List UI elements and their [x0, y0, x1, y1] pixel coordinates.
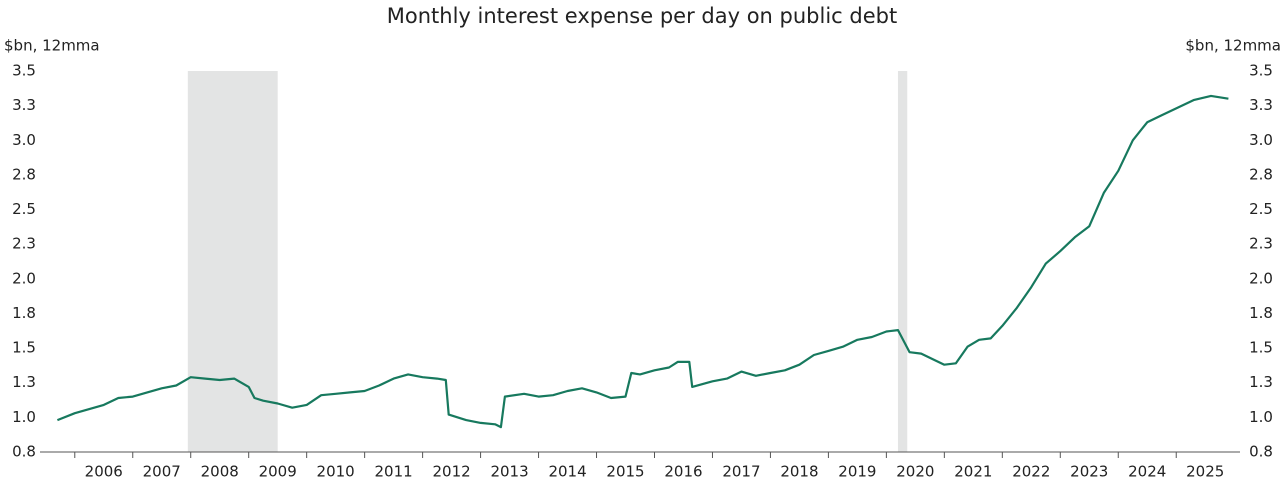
y-tick-label: 1.0: [12, 408, 36, 426]
x-tick-label: 2020: [896, 463, 934, 481]
chart-title: Monthly interest expense per day on publ…: [387, 4, 897, 28]
recession-band: [187, 71, 278, 452]
y2-axis-label: $bn, 12mma: [1185, 37, 1281, 55]
x-tick-label: 2011: [375, 463, 413, 481]
y2-tick-label: 2.3: [1249, 235, 1273, 253]
x-tick-label: 2008: [201, 463, 239, 481]
y2-tick-label: 2.8: [1249, 165, 1273, 183]
x-tick-label: 2021: [954, 463, 992, 481]
x-tick-label: 2017: [722, 463, 760, 481]
y2-tick-label: 3.0: [1249, 131, 1273, 149]
x-tick-label: 2018: [780, 463, 818, 481]
y2-tick-label: 2.5: [1249, 200, 1273, 218]
y2-tick-label: 1.3: [1249, 373, 1273, 391]
x-tick-label: 2015: [606, 463, 644, 481]
y-axis-label: $bn, 12mma: [4, 37, 100, 55]
y-tick-label: 2.8: [12, 165, 36, 183]
y2-tick-label: 1.5: [1249, 339, 1273, 357]
y2-tick-label: 1.0: [1249, 408, 1273, 426]
data-line: [56, 94, 1229, 429]
x-tick-label: 2025: [1186, 463, 1224, 481]
x-tick-label: 2006: [85, 463, 123, 481]
x-tick-label: 2016: [664, 463, 702, 481]
y-tick-label: 1.3: [12, 373, 36, 391]
x-tick-label: 2007: [143, 463, 181, 481]
y2-tick-label: 3.3: [1249, 96, 1273, 114]
y-tick-label: 0.8: [12, 443, 36, 461]
x-tick-label: 2010: [317, 463, 355, 481]
recession-band: [897, 71, 908, 452]
y-tick-label: 1.5: [12, 339, 36, 357]
y-tick-label: 2.3: [12, 235, 36, 253]
y-tick-label: 2.0: [12, 269, 36, 287]
y-tick-label: 3.5: [12, 62, 36, 80]
x-tick-label: 2012: [433, 463, 471, 481]
y-tick-label: 3.3: [12, 96, 36, 114]
x-tick-label: 2009: [259, 463, 297, 481]
x-tick-label: 2013: [490, 463, 528, 481]
y-tick-label: 1.8: [12, 304, 36, 322]
y2-tick-label: 1.8: [1249, 304, 1273, 322]
x-tick-label: 2022: [1012, 463, 1050, 481]
x-tick-label: 2024: [1128, 463, 1166, 481]
y2-tick-label: 3.5: [1249, 62, 1273, 80]
y2-tick-label: 0.8: [1249, 443, 1273, 461]
x-tick-label: 2023: [1070, 463, 1108, 481]
y-tick-label: 2.5: [12, 200, 36, 218]
y2-tick-label: 2.0: [1249, 269, 1273, 287]
y-tick-label: 3.0: [12, 131, 36, 149]
x-tick-label: 2019: [838, 463, 876, 481]
x-tick-label: 2014: [548, 463, 586, 481]
